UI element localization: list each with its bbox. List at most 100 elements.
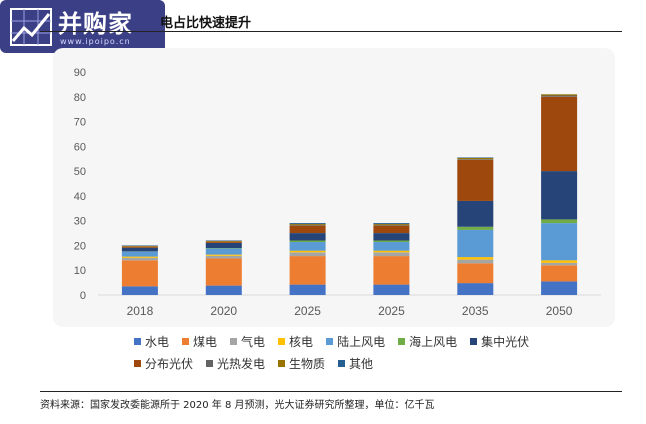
- bar-segment: [373, 242, 410, 251]
- bar-segment: [289, 256, 326, 285]
- x-tick-label: 2018: [127, 304, 154, 318]
- legend-label: 生物质: [289, 356, 326, 371]
- bar-segment: [121, 247, 158, 252]
- bar-segment: [289, 284, 326, 295]
- legend-item: 陆上风电: [326, 330, 385, 352]
- y-tick-label: 80: [74, 92, 86, 104]
- bar-segment: [205, 254, 242, 256]
- bar-segment: [121, 256, 158, 258]
- bar-segment: [121, 246, 158, 248]
- legend-label: 分布光伏: [145, 356, 194, 371]
- x-tick-label: 2025: [378, 304, 405, 318]
- bar-segment: [457, 160, 494, 201]
- chart-title: 电占比快速提升: [160, 16, 252, 31]
- legend-swatch: [182, 337, 190, 345]
- y-tick-label: 70: [74, 117, 86, 129]
- legend-swatch: [326, 337, 334, 345]
- logo-url: www.ipoipo.cn: [60, 37, 131, 46]
- bar-segment: [541, 219, 578, 224]
- bar-segment: [457, 283, 494, 295]
- y-tick-label: 0: [80, 290, 86, 302]
- source-note: 资料来源：国家发改委能源所于 2020 年 8 月预测，光大证券研究所整理，单位…: [40, 400, 435, 411]
- legend-item: 分布光伏: [134, 352, 193, 374]
- legend-swatch: [470, 337, 478, 345]
- bar-segment: [457, 158, 494, 160]
- chart-panel: 0 10 20 30 40 50 60 70 80 90 2018 2020 2025 2025 2035 2…: [53, 48, 615, 327]
- bar-segment: [457, 200, 494, 227]
- bar-segment: [373, 256, 410, 285]
- x-tick-label: 2025: [294, 304, 321, 318]
- x-tick-label: 2020: [210, 304, 237, 318]
- legend-label: 煤电: [193, 334, 218, 349]
- legend-item: 其他: [338, 352, 373, 374]
- bar-segment: [373, 250, 410, 253]
- legend-label: 其他: [349, 356, 374, 371]
- bar-segment: [373, 252, 410, 257]
- bar-segment: [373, 284, 410, 295]
- legend-swatch: [398, 337, 406, 345]
- bar-segment: [541, 94, 578, 96]
- bar-segment: [205, 247, 242, 249]
- bar-segment: [373, 233, 410, 241]
- bar-segment: [205, 243, 242, 248]
- bar-segment: [121, 245, 158, 247]
- bar-segment: [457, 257, 494, 260]
- legend-swatch: [338, 359, 346, 367]
- legend-label: 海上风电: [409, 334, 458, 349]
- bar-segment: [121, 260, 158, 287]
- bar-segment: [457, 157, 494, 158]
- x-tick-label: 2050: [546, 304, 573, 318]
- bar-segment: [541, 171, 578, 220]
- y-tick-label: 50: [74, 166, 86, 178]
- bar-segment: [205, 255, 242, 259]
- logo-name: 并购家: [58, 9, 133, 38]
- x-tick-label: 2035: [462, 304, 489, 318]
- legend-item: 光热发电: [206, 352, 265, 374]
- chart-logo-icon: [10, 8, 52, 46]
- stacked-bar-chart: 0 10 20 30 40 50 60 70 80 90 2018 2020 2025 2025 2035 2…: [74, 67, 601, 318]
- bar-segment: [289, 223, 326, 225]
- legend-item: 集中光伏: [470, 330, 529, 352]
- legend-item: 海上风电: [398, 330, 457, 352]
- legend-label: 气电: [241, 334, 266, 349]
- legend-item: 核电: [278, 330, 313, 352]
- bar-segment: [205, 241, 242, 242]
- bar-segment: [541, 265, 578, 282]
- bar-segment: [289, 250, 326, 253]
- bar-segment: [457, 226, 494, 230]
- y-tick-label: 90: [74, 67, 86, 79]
- bar-segment: [289, 224, 326, 226]
- bar-segment: [373, 225, 410, 226]
- legend-item: 气电: [230, 330, 265, 352]
- bar-segment: [541, 95, 578, 97]
- bar-segment: [121, 286, 158, 295]
- legend-swatch: [278, 359, 286, 367]
- bar-segment: [457, 229, 494, 258]
- bar-segment: [373, 224, 410, 226]
- bar-segment: [457, 159, 494, 160]
- watermark-logo: 并购家 www.ipoipo.cn: [0, 0, 165, 53]
- legend-swatch: [134, 337, 141, 345]
- legend-label: 水电: [145, 334, 170, 349]
- y-tick-label: 40: [74, 191, 86, 203]
- bar-segment: [541, 223, 578, 261]
- bar-segment: [289, 225, 326, 233]
- title-divider: [40, 31, 622, 32]
- legend-swatch: [134, 359, 141, 367]
- bar-segment: [289, 240, 326, 242]
- chart-legend: 水电 煤电 气电 核电 陆上风电 海上风电 集中光伏分布光伏 光热发电 生物质 其他: [134, 330, 574, 374]
- bar-segment: [205, 240, 242, 241]
- bar-segment: [457, 263, 494, 284]
- bar-segment: [289, 252, 326, 257]
- bar-segment: [205, 241, 242, 243]
- bar-segment: [121, 251, 158, 257]
- legend-label: 核电: [289, 334, 314, 349]
- bar-segment: [541, 281, 578, 295]
- legend-label: 集中光伏: [481, 334, 530, 349]
- bar-segment: [541, 96, 578, 172]
- bar-segment: [457, 259, 494, 264]
- y-tick-label: 60: [74, 141, 86, 153]
- bar-segment: [205, 248, 242, 255]
- bar-segment: [205, 285, 242, 295]
- legend-label: 陆上风电: [337, 334, 386, 349]
